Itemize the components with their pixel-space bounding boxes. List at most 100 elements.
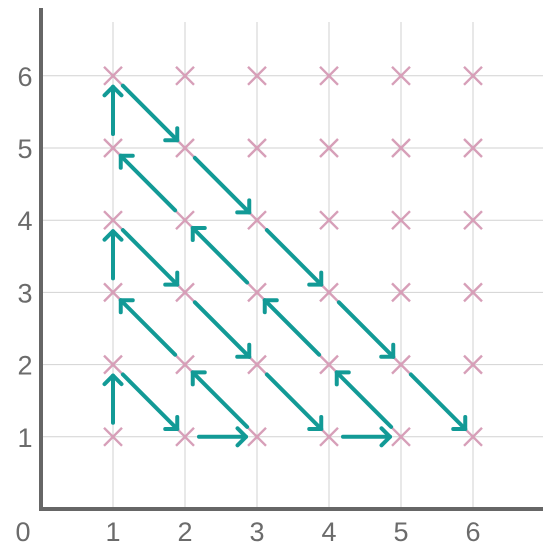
x-marker: [319, 354, 339, 375]
x-marker: [103, 210, 123, 231]
x-marker: [319, 282, 339, 303]
x-marker-stroke: [463, 426, 483, 447]
path-arrow: [190, 225, 250, 285]
path-arrow: [341, 426, 392, 448]
x-tick-label: 2: [177, 517, 192, 547]
x-marker-stroke: [247, 282, 267, 303]
x-marker-stroke: [463, 282, 483, 303]
x-marker: [175, 138, 195, 158]
arrow-shaft: [118, 153, 178, 213]
x-marker-stroke: [103, 210, 123, 231]
arrow-head: [102, 84, 124, 98]
x-marker: [391, 210, 411, 231]
x-marker: [175, 354, 195, 375]
path-arrow: [192, 155, 252, 215]
path-arrow: [264, 372, 324, 432]
x-marker: [391, 426, 411, 447]
path-arrow: [408, 372, 468, 432]
x-marker: [247, 65, 267, 86]
x-marker-stroke: [247, 354, 267, 375]
path-arrow: [197, 426, 248, 448]
x-marker: [103, 65, 123, 86]
x-marker-stroke: [463, 354, 483, 375]
path-arrow: [120, 372, 180, 432]
x-marker: [175, 426, 195, 447]
x-marker: [391, 138, 411, 158]
arrow-head: [190, 225, 207, 242]
arrow-shaft: [262, 298, 322, 357]
x-marker: [319, 65, 339, 86]
path-arrow: [190, 370, 250, 429]
x-marker: [247, 354, 267, 375]
x-marker-stroke: [319, 210, 339, 231]
x-marker-stroke: [463, 210, 483, 231]
x-marker-stroke: [247, 138, 267, 158]
x-marker: [175, 65, 195, 86]
arrow-head: [451, 415, 468, 432]
y-tick-label: 3: [17, 278, 32, 308]
path-arrow: [336, 300, 396, 359]
x-marker-stroke: [103, 426, 123, 447]
x-marker: [247, 282, 267, 303]
x-marker-stroke: [463, 138, 483, 158]
arrow-shaft: [264, 372, 324, 432]
y-tick-label: 1: [17, 423, 32, 453]
x-marker: [463, 426, 483, 447]
x-marker: [463, 210, 483, 231]
arrow-head: [235, 426, 248, 448]
arrow-shaft: [120, 228, 180, 287]
arrow-shaft: [192, 300, 252, 359]
grid-lines: [41, 22, 543, 509]
arrow-head: [163, 415, 180, 432]
path-arrow: [262, 298, 322, 357]
x-marker-stroke: [319, 354, 339, 375]
path-arrows: [102, 83, 468, 448]
arrow-head: [334, 370, 351, 387]
x-marker-stroke: [175, 210, 195, 231]
x-marker: [319, 138, 339, 158]
x-marker: [247, 138, 267, 158]
x-marker-stroke: [103, 138, 123, 158]
arrow-shaft: [118, 298, 178, 357]
y-tick-label: 2: [17, 351, 32, 381]
x-marker-stroke: [175, 65, 195, 86]
x-marker-stroke: [175, 282, 195, 303]
x-marker-stroke: [247, 426, 267, 447]
path-arrow: [118, 153, 178, 213]
x-marker-stroke: [103, 282, 123, 303]
path-arrow: [120, 83, 180, 143]
arrow-head: [163, 270, 180, 287]
x-marker-stroke: [319, 138, 339, 158]
x-marker: [463, 282, 483, 303]
x-marker-stroke: [391, 426, 411, 447]
arrow-shaft: [264, 228, 324, 287]
arrow-head: [190, 370, 207, 387]
x-marker-stroke: [463, 65, 483, 86]
arrow-shaft: [120, 372, 180, 432]
origin-label: 0: [15, 517, 30, 547]
x-marker: [175, 210, 195, 231]
x-marker: [463, 65, 483, 86]
x-marker: [391, 282, 411, 303]
x-marker: [247, 210, 267, 231]
x-marker: [463, 354, 483, 375]
x-marker-stroke: [247, 65, 267, 86]
x-tick-label: 1: [105, 517, 120, 547]
x-marker: [319, 210, 339, 231]
arrow-shaft: [190, 225, 250, 285]
path-arrow: [102, 229, 124, 281]
arrow-head: [307, 415, 324, 432]
x-marker-stroke: [103, 65, 123, 86]
y-tick-label: 6: [17, 62, 32, 92]
x-marker: [175, 282, 195, 303]
y-tick-label: 5: [17, 134, 32, 164]
x-marker: [247, 426, 267, 447]
path-arrow: [264, 228, 324, 287]
x-marker: [103, 138, 123, 158]
x-marker-stroke: [319, 426, 339, 447]
x-marker-stroke: [391, 210, 411, 231]
arrow-head: [163, 126, 180, 143]
x-marker-stroke: [319, 282, 339, 303]
path-arrow: [120, 228, 180, 287]
